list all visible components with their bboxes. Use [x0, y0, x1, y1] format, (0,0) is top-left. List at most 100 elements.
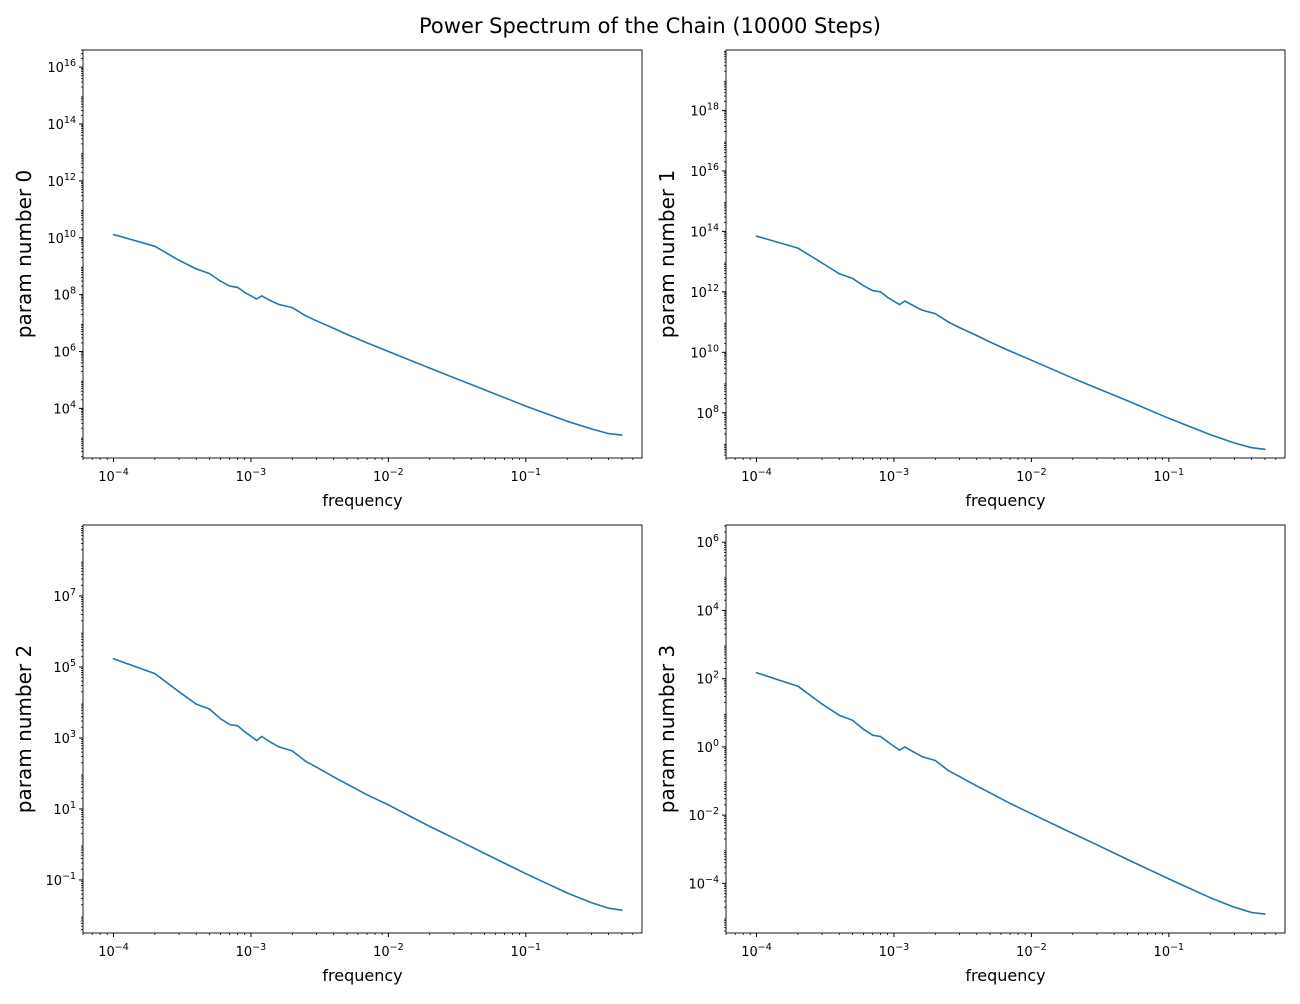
y-tick-label: 104 [696, 601, 719, 619]
subplot-0: 10−4 10−3 10−2 10−1 104 106 108 1010 1012 1014 101… [12, 49, 643, 510]
x-tick-label: 10−4 [741, 467, 772, 485]
data-point [154, 245, 156, 248]
data-point [898, 303, 901, 306]
data-point [243, 730, 246, 733]
x-tick-label: 10−3 [236, 467, 267, 485]
x-tick-label: 10−1 [511, 942, 542, 960]
data-point [112, 658, 115, 660]
data-point [1126, 858, 1129, 861]
x-tick-label: 10−1 [1154, 467, 1185, 485]
data-point [261, 295, 263, 297]
data-point [219, 280, 222, 282]
subplot-1: 10−4 10−3 10−2 10−1 108 1010 1012 1014 1016 1018 f… [655, 49, 1286, 510]
data-point [975, 785, 978, 787]
y-tick-label: 10−2 [688, 806, 719, 824]
y-tick-label: 104 [53, 399, 76, 417]
data-point [1096, 387, 1098, 390]
data-point [154, 672, 156, 675]
data-point [1030, 812, 1033, 815]
data-point [366, 794, 368, 796]
y-tick-label: 108 [53, 286, 76, 304]
data-point [590, 428, 593, 430]
x-tick-label: 10−1 [1154, 942, 1185, 960]
data-point [270, 300, 272, 302]
data-point [332, 776, 335, 778]
data-point [934, 312, 937, 315]
data-point [1126, 400, 1129, 402]
y-axis-label: param number 0 [12, 170, 36, 338]
data-point [1209, 433, 1211, 436]
data-point [1072, 832, 1074, 835]
y-tick-label: 100 [696, 738, 719, 756]
data-point [904, 746, 906, 748]
x-axis-label: frequency [965, 491, 1045, 510]
x-axis-label: frequency [965, 966, 1045, 985]
data-point [315, 320, 318, 322]
data-point [208, 272, 211, 275]
data-point [236, 286, 239, 289]
data-point [947, 769, 950, 772]
data-point [879, 291, 882, 293]
data-point [566, 892, 568, 894]
data-point [975, 334, 978, 337]
data-point [525, 405, 527, 407]
data-point [947, 321, 950, 323]
data-point [255, 298, 258, 300]
figure-title: Power Spectrum of the Chain (10000 Steps… [419, 14, 881, 38]
data-point [821, 262, 823, 264]
x-axis-label: frequency [322, 491, 402, 510]
data-point [797, 247, 799, 249]
data-point [590, 901, 593, 904]
y-tick-label: 1012 [47, 172, 76, 190]
x-tick-label: 10−3 [879, 942, 910, 960]
y-tick-label: 10−1 [45, 871, 76, 889]
data-point [453, 376, 455, 379]
x-tick-label: 10−3 [236, 942, 267, 960]
axes-frame [725, 49, 1286, 459]
y-tick-label: 105 [53, 658, 76, 676]
x-tick-label: 10−4 [741, 942, 772, 960]
y-tick-label: 102 [696, 670, 719, 688]
data-point [195, 703, 197, 705]
y-tick-label: 108 [696, 404, 719, 422]
y-axis-label: param number 3 [655, 645, 679, 813]
data-point [797, 685, 799, 687]
series-line [756, 235, 1265, 451]
x-tick-label: 10−2 [373, 467, 404, 485]
data-point [387, 804, 390, 806]
data-point [851, 277, 854, 280]
y-tick-label: 1018 [690, 101, 719, 119]
y-tick-label: 101 [53, 800, 76, 818]
data-point [1250, 446, 1253, 449]
data-point [346, 783, 348, 785]
data-point [1168, 417, 1170, 420]
data-point [304, 760, 307, 763]
data-point [291, 306, 294, 309]
y-tick-label: 1014 [47, 115, 76, 133]
data-point [429, 825, 431, 828]
data-point [304, 315, 307, 317]
data-point [913, 305, 915, 307]
data-point [1009, 350, 1011, 352]
data-point [195, 268, 197, 270]
data-point [607, 907, 610, 909]
data-point [1209, 896, 1211, 899]
data-point [1264, 913, 1266, 915]
series-line [756, 671, 1265, 915]
data-point [1072, 377, 1074, 380]
data-point [178, 259, 180, 262]
axes-frame [82, 524, 643, 934]
data-point [178, 691, 180, 693]
data-point [913, 751, 915, 753]
data-point [871, 289, 874, 292]
y-tick-label: 107 [53, 587, 76, 605]
data-point [453, 837, 455, 839]
x-tick-label: 10−3 [879, 467, 910, 485]
data-point [1168, 878, 1170, 880]
data-point [862, 728, 865, 730]
data-point [429, 367, 431, 369]
data-point [886, 296, 889, 299]
y-tick-label: 1010 [47, 229, 76, 247]
data-point [755, 235, 758, 237]
